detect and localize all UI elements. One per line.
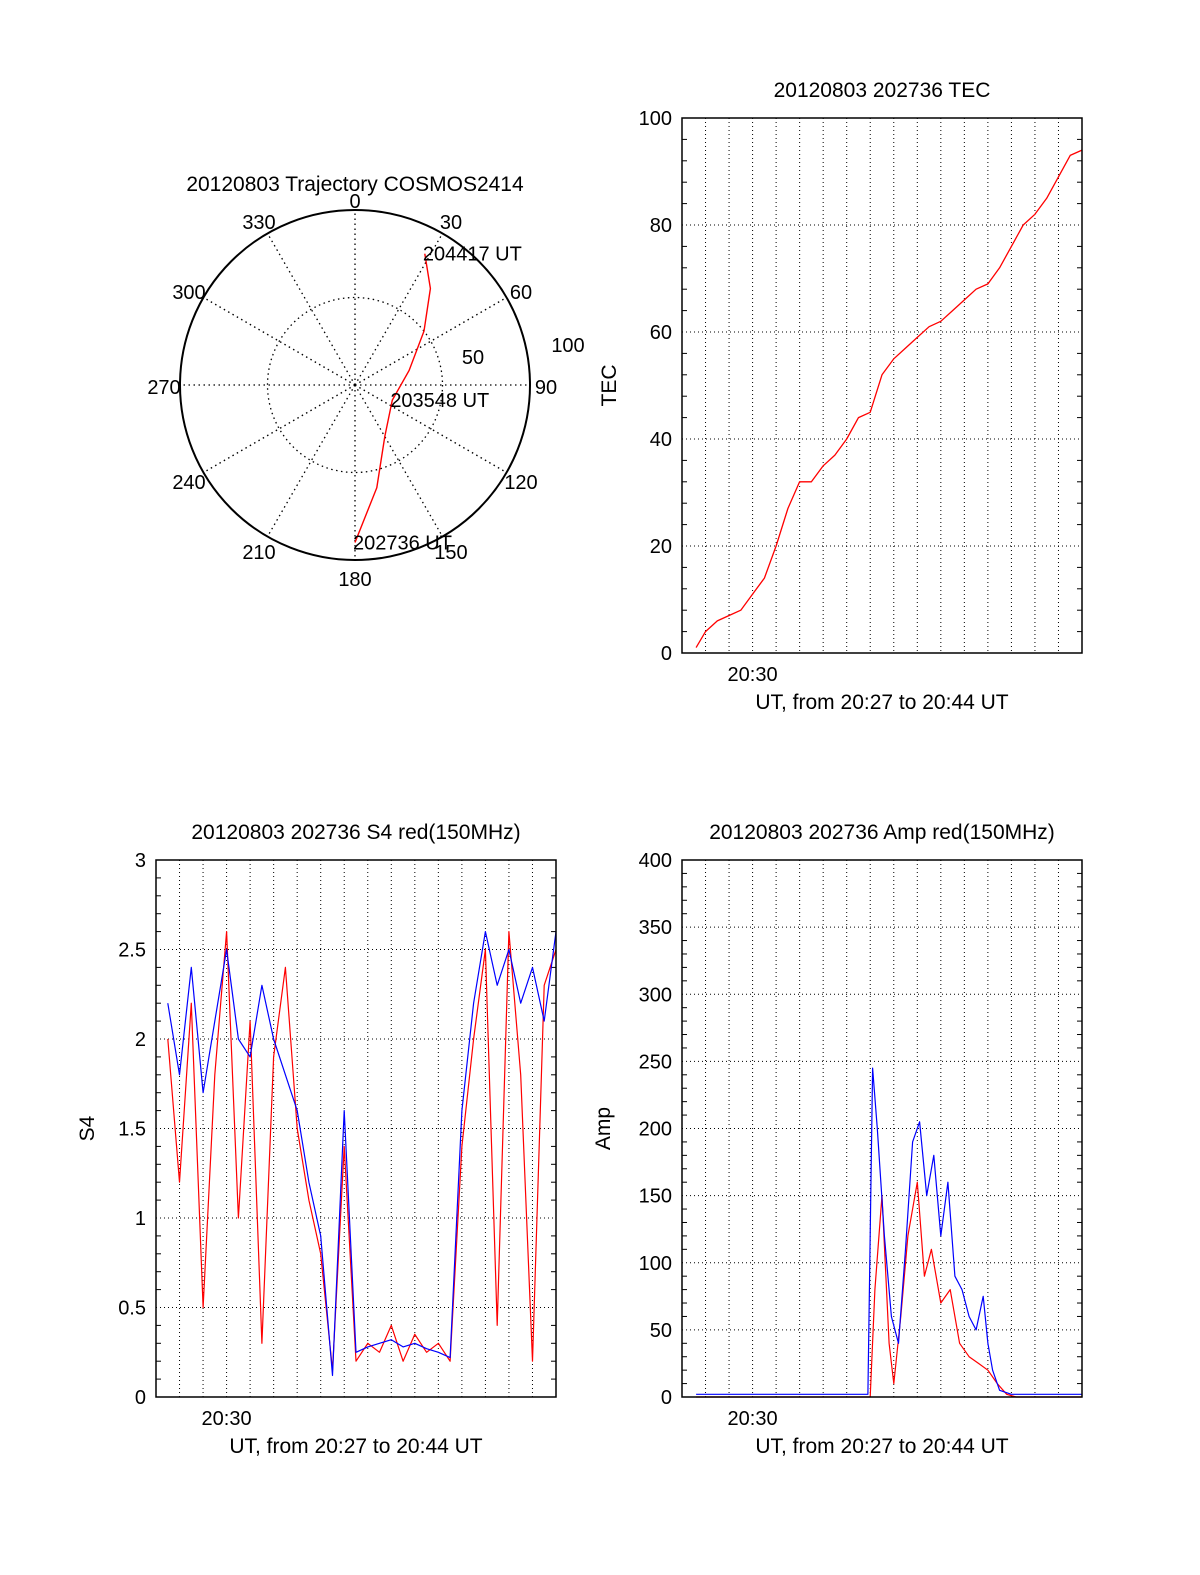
y-tick-label: 350 xyxy=(639,917,672,939)
y-tick-label: 60 xyxy=(650,322,672,344)
radial-label: 100 xyxy=(551,335,584,357)
azimuth-grid-line xyxy=(266,384,356,537)
azimuth-grid-line xyxy=(354,384,444,537)
plot-frame xyxy=(681,859,1083,1398)
azimuth-grid-line xyxy=(203,296,356,386)
azimuth-grid-line xyxy=(354,296,507,386)
series-line xyxy=(695,149,1083,648)
azimuth-label: 90 xyxy=(535,377,557,399)
plot-frame xyxy=(681,117,1083,654)
y-tick-label: 300 xyxy=(639,984,672,1006)
azimuth-label: 120 xyxy=(504,472,537,494)
x-tick-label: 20:30 xyxy=(202,1408,252,1430)
y-tick-label: 20 xyxy=(650,536,672,558)
y-tick-label: 80 xyxy=(650,215,672,237)
time-annotation: 202736 UT xyxy=(353,533,452,555)
plot-frame xyxy=(155,859,557,1398)
tec-chart: 20120803 202736 TEC 0 20 40 60 80 100 20:30 UT, … xyxy=(598,79,1083,714)
x-tick-label: 20:30 xyxy=(728,664,778,686)
y-tick-label: 250 xyxy=(639,1051,672,1073)
x-axis-label: UT, from 20:27 to 20:44 UT xyxy=(755,1435,1008,1458)
azimuth-label: 210 xyxy=(242,542,275,564)
chart-title: 20120803 202736 Amp red(150MHz) xyxy=(709,821,1055,844)
series-line xyxy=(167,930,557,1371)
y-tick-label: 200 xyxy=(639,1119,672,1141)
y-axis-label: Amp xyxy=(592,1107,615,1150)
y-tick-label: 0 xyxy=(135,1387,146,1409)
azimuth-grid-line xyxy=(203,384,356,474)
azimuth-label: 240 xyxy=(172,472,205,494)
y-tick-label: 400 xyxy=(639,850,672,872)
series-line xyxy=(696,1181,1082,1398)
y-tick-label: 3 xyxy=(135,850,146,872)
time-annotation: 204417 UT xyxy=(423,244,522,266)
azimuth-grid-line xyxy=(354,233,444,386)
azimuth-label: 150 xyxy=(434,542,467,564)
y-tick-label: 0 xyxy=(661,1387,672,1409)
y-tick-label: 2 xyxy=(135,1029,146,1051)
chart-title: 20120803 Trajectory COSMOS2414 xyxy=(186,173,524,196)
y-axis-label: TEC xyxy=(598,365,621,407)
chart-title: 20120803 202736 TEC xyxy=(774,79,991,102)
y-tick-label: 0 xyxy=(661,643,672,665)
y-tick-label: 1.5 xyxy=(118,1119,146,1141)
y-tick-label: 150 xyxy=(639,1186,672,1208)
series-line xyxy=(696,1067,1082,1395)
azimuth-label: 0 xyxy=(349,191,360,213)
y-tick-label: 100 xyxy=(639,108,672,130)
azimuth-label: 30 xyxy=(440,212,462,234)
y-tick-label: 1 xyxy=(135,1208,146,1230)
y-tick-label: 100 xyxy=(639,1253,672,1275)
amp-chart: 20120803 202736 Amp red(150MHz) 0 50 100 150… xyxy=(592,821,1083,1458)
series-line xyxy=(167,930,557,1377)
x-axis-label: UT, from 20:27 to 20:44 UT xyxy=(755,691,1008,714)
azimuth-label: 270 xyxy=(147,377,180,399)
azimuth-grid-line xyxy=(354,384,507,474)
azimuth-label: 60 xyxy=(510,282,532,304)
x-axis-label: UT, from 20:27 to 20:44 UT xyxy=(229,1435,482,1458)
time-annotation: 203548 UT xyxy=(390,390,489,412)
y-tick-label: 40 xyxy=(650,429,672,451)
azimuth-grid-line xyxy=(266,233,356,386)
y-axis-label: S4 xyxy=(76,1115,99,1141)
chart-title: 20120803 202736 S4 red(150MHz) xyxy=(191,821,520,844)
radial-label: 50 xyxy=(462,347,484,369)
radial-grid-ring xyxy=(266,296,444,474)
y-tick-label: 2.5 xyxy=(118,940,146,962)
azimuth-label: 180 xyxy=(338,569,371,591)
trajectory-line xyxy=(354,253,432,543)
y-tick-label: 0.5 xyxy=(118,1298,146,1320)
y-tick-label: 50 xyxy=(650,1320,672,1342)
azimuth-label: 330 xyxy=(242,212,275,234)
x-tick-label: 20:30 xyxy=(728,1408,778,1430)
outer-ring xyxy=(179,209,531,561)
s4-chart: 20120803 202736 S4 red(150MHz) 0 0.5 1 1.5 2 2… xyxy=(76,821,557,1458)
azimuth-label: 300 xyxy=(172,282,205,304)
